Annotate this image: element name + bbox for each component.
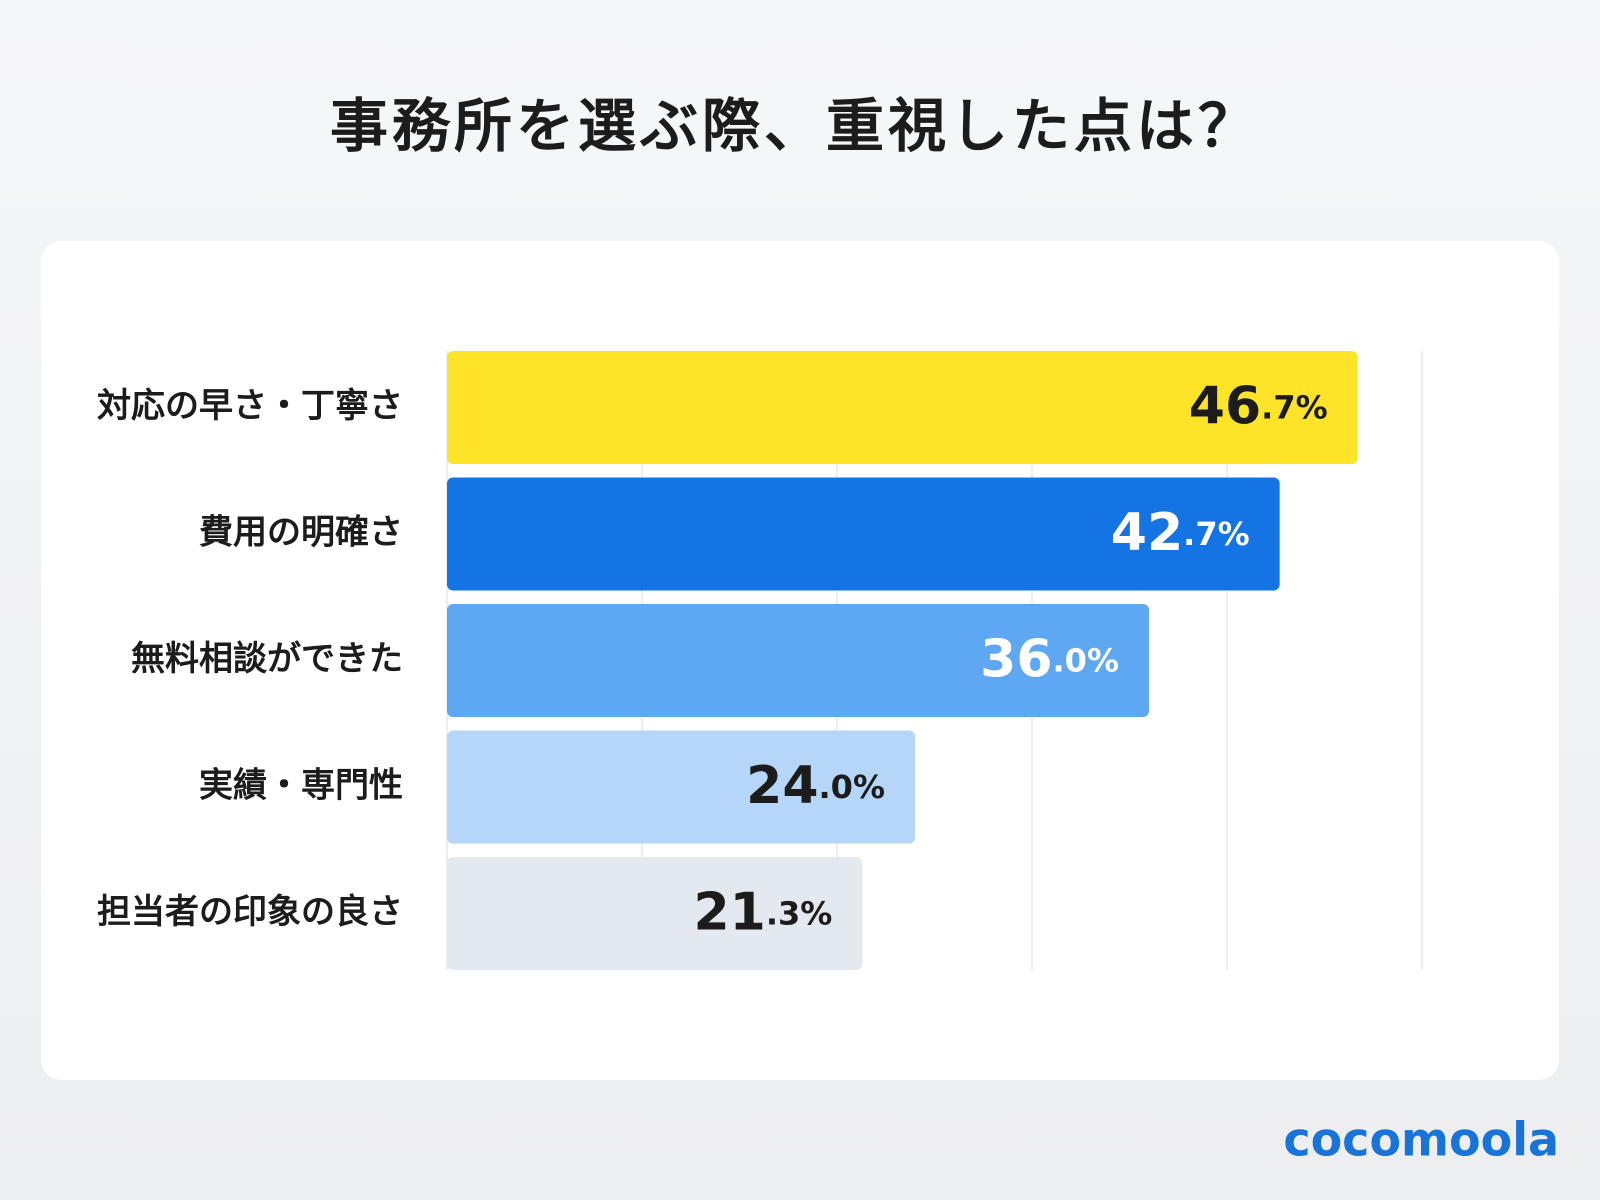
category-label: 実績・専門性	[199, 766, 403, 806]
value-label: 36.0%	[980, 630, 1119, 690]
category-label: 費用の明確さ	[199, 513, 403, 553]
chart-title: 事務所を選ぶ際、重視した点は？	[330, 92, 1260, 160]
category-label: 担当者の印象の良さ	[97, 892, 403, 932]
value-label: 42.7%	[1111, 503, 1250, 563]
plot-area: 対応の早さ・丁寧さ 46.7% 費用の明確さ 42.7% 無料相談ができた 36.0% 実績…	[97, 351, 1423, 970]
bar	[447, 604, 1149, 717]
bar	[447, 477, 1280, 591]
value-label: 24.0%	[746, 756, 885, 816]
value-label: 21.3%	[693, 883, 832, 943]
category-label: 無料相談ができた	[131, 639, 403, 679]
bar	[447, 730, 915, 844]
brand-logo: cocomoola	[1283, 1113, 1559, 1167]
bar	[447, 857, 863, 970]
bar	[447, 351, 1358, 464]
value-label: 46.7%	[1189, 377, 1328, 437]
category-label: 対応の早さ・丁寧さ	[97, 386, 403, 426]
